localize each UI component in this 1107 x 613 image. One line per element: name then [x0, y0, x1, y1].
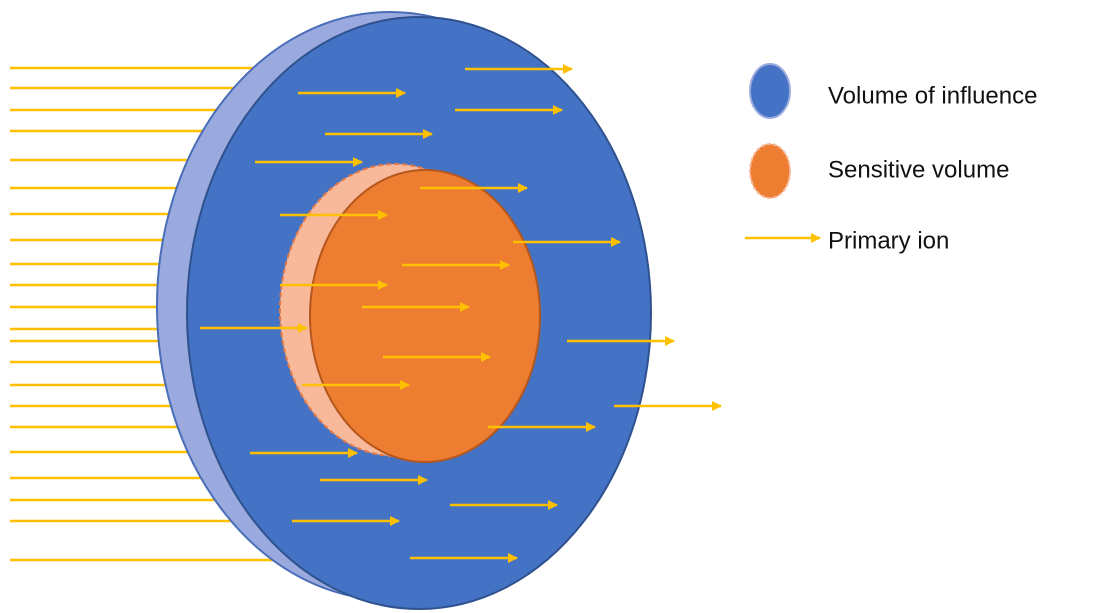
legend-influence-icon [749, 63, 791, 119]
ion-arrows [200, 64, 722, 563]
sensitive-volume [309, 169, 541, 463]
legend-label: Sensitive volume [828, 156, 1009, 183]
legend-label: Primary ion [828, 227, 949, 254]
legend-sensitive-icon [749, 143, 791, 199]
legend-label: Volume of influence [828, 82, 1037, 109]
